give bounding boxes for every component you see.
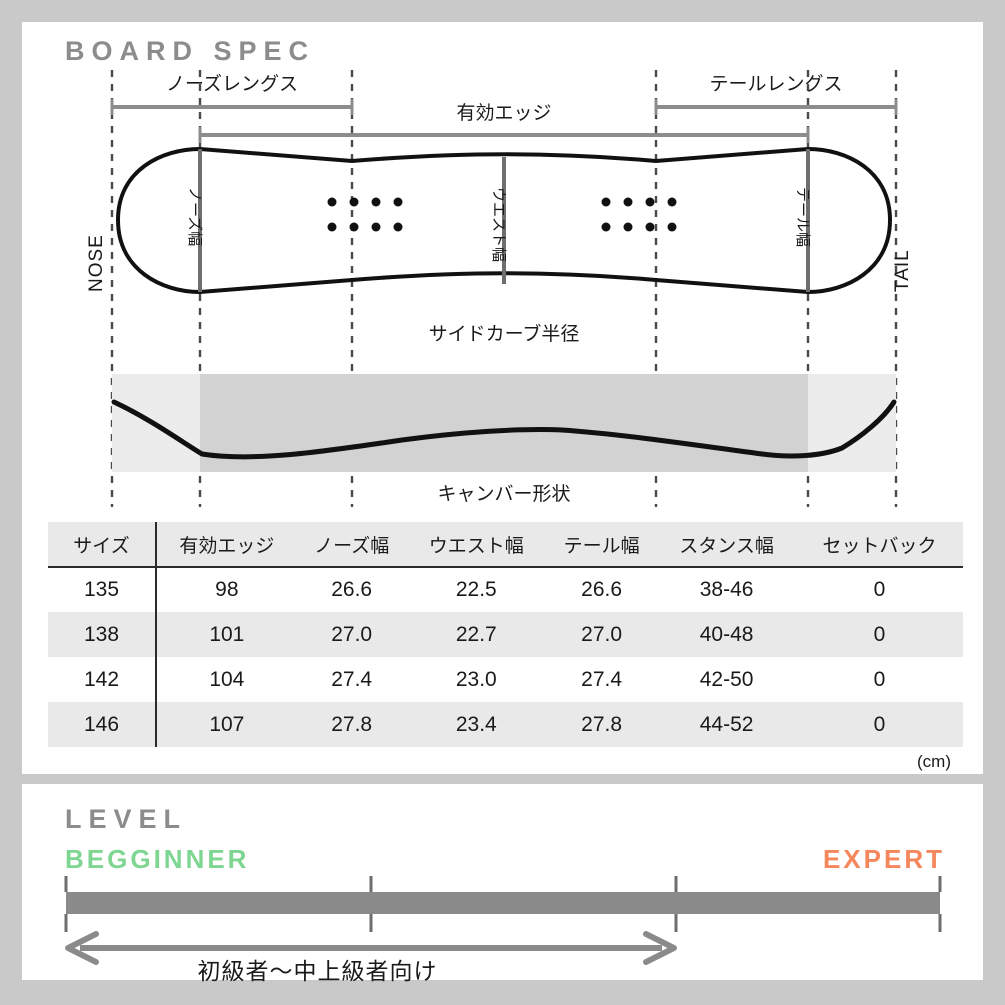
level-min-label: BEGGINNER — [65, 844, 250, 874]
width-markers — [198, 149, 810, 292]
cell-tail-width: 27.8 — [545, 702, 658, 747]
label-tail-width: テール幅 — [794, 187, 811, 247]
col-header-effective-edge: 有効エッジ — [156, 522, 297, 568]
label-sidecut-radius: サイドカーブ半径 — [429, 322, 580, 345]
board-diagram: .guide { stroke:#4a4a4a; stroke-width:2.… — [22, 22, 983, 522]
unit-note: (cm) — [917, 752, 951, 771]
level-caption: 初級者～中上級者向け — [197, 958, 438, 984]
label-tail-length: テールレングス — [709, 73, 842, 95]
label-effective-edge: 有効エッジ — [456, 102, 551, 124]
table-row: 135 98 26.6 22.5 26.6 38-46 0 — [48, 567, 963, 612]
cell-nose-width: 27.8 — [296, 702, 407, 747]
measure-nose-length: ノーズレングス — [110, 73, 354, 115]
label-nose-length: ノーズレングス — [166, 73, 298, 95]
cell-waist-width: 22.5 — [406, 567, 546, 612]
cell-stance-width: 44-52 — [657, 702, 796, 747]
cell-nose-width: 27.4 — [296, 657, 407, 702]
col-header-stance-width: スタンス幅 — [657, 522, 796, 568]
cell-effective-edge: 107 — [156, 702, 297, 747]
level-ticks — [64, 876, 942, 932]
table-header-row: サイズ 有効エッジ ノーズ幅 ウエスト幅 テール幅 スタンス幅 セットバック — [48, 522, 963, 568]
level-bar — [66, 892, 940, 914]
level-title: LEVEL — [65, 804, 188, 834]
cell-waist-width: 23.0 — [406, 657, 546, 702]
col-header-nose-width: ノーズ幅 — [296, 522, 407, 568]
col-header-setback: セットバック — [795, 522, 963, 568]
cell-stance-width: 40-48 — [657, 612, 796, 657]
level-card: magic hour LEVEL BEGGINNER EXPERT — [22, 784, 983, 984]
cell-stance-width: 42-50 — [657, 657, 796, 702]
col-header-waist-width: ウエスト幅 — [406, 522, 546, 568]
cell-nose-width: 27.0 — [296, 612, 407, 657]
cell-size: 146 — [48, 702, 157, 747]
cell-effective-edge: 98 — [156, 567, 297, 612]
cell-setback: 0 — [795, 612, 963, 657]
cell-setback: 0 — [795, 567, 963, 612]
cell-effective-edge: 101 — [156, 612, 297, 657]
page-title: BOARD SPEC — [65, 36, 316, 66]
cell-size: 135 — [48, 567, 157, 612]
label-nose-width: ノーズ幅 — [186, 187, 203, 246]
cell-stance-width: 38-46 — [657, 567, 796, 612]
cell-size: 142 — [48, 657, 157, 702]
cell-waist-width: 22.7 — [406, 612, 546, 657]
col-header-tail-width: テール幅 — [545, 522, 658, 568]
col-header-size: サイズ — [48, 522, 157, 568]
table-row: 138 101 27.0 22.7 27.0 40-48 0 — [48, 612, 963, 657]
cell-size: 138 — [48, 612, 157, 657]
cell-effective-edge: 104 — [156, 657, 297, 702]
table-row: 142 104 27.4 23.0 27.4 42-50 0 — [48, 657, 963, 702]
cell-setback: 0 — [795, 702, 963, 747]
table-row: 146 107 27.8 23.4 27.8 44-52 0 — [48, 702, 963, 747]
cell-setback: 0 — [795, 657, 963, 702]
spec-table: サイズ 有効エッジ ノーズ幅 ウエスト幅 テール幅 スタンス幅 セットバック 1… — [48, 522, 963, 747]
cell-tail-width: 26.6 — [545, 567, 658, 612]
binding-inserts-tail — [601, 197, 677, 232]
binding-inserts-nose — [327, 197, 403, 232]
camber-curve — [111, 399, 897, 460]
level-scale — [22, 876, 983, 980]
measure-tail-length: テールレングス — [654, 73, 898, 115]
cell-nose-width: 26.6 — [296, 567, 407, 612]
label-tail-end: TAIL — [892, 249, 913, 292]
level-range-arrow — [65, 931, 677, 965]
cell-waist-width: 23.4 — [406, 702, 546, 747]
label-nose-end: NOSE — [86, 234, 107, 292]
level-max-label: EXPERT — [822, 844, 945, 874]
measure-effective-edge: 有効エッジ — [198, 102, 810, 143]
cell-tail-width: 27.4 — [545, 657, 658, 702]
cell-tail-width: 27.0 — [545, 612, 658, 657]
camber-band-inner — [200, 374, 808, 472]
label-waist-width: ウエスト幅 — [490, 187, 507, 262]
label-camber: キャンバー形状 — [437, 483, 570, 505]
board-spec-card: BOARD SPEC .guide { stroke:#4a4a4a; stro… — [22, 22, 983, 774]
level-caption-wrap: 初級者～中上級者向け — [22, 952, 983, 986]
